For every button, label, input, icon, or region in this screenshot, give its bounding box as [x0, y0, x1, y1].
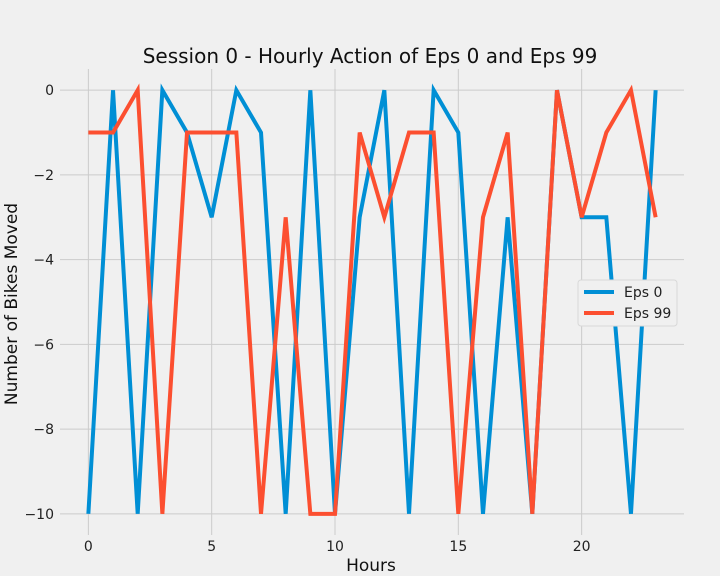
x-tick-label: 15 — [449, 539, 467, 555]
y-axis-title: Number of Bikes Moved — [2, 203, 22, 405]
y-tick-label: −6 — [33, 337, 54, 353]
chart-title: Session 0 - Hourly Action of Eps 0 and E… — [143, 44, 598, 68]
x-tick-label: 20 — [573, 539, 591, 555]
y-tick-label: −4 — [33, 253, 54, 269]
series-line-eps-99 — [88, 83, 658, 516]
y-tick-label: −8 — [33, 422, 54, 438]
legend-label-eps-0: Eps 0 — [624, 285, 662, 301]
x-tick-label: 0 — [84, 539, 93, 555]
x-axis-title: Hours — [346, 556, 396, 576]
x-tick-label: 5 — [207, 539, 216, 555]
tick-labels: 0 5 10 15 20 0 −2 −4 −6 −8 −10 — [24, 83, 590, 555]
series-group — [86, 83, 658, 516]
legend-label-eps-99: Eps 99 — [624, 306, 671, 322]
y-tick-label: −10 — [24, 507, 54, 523]
legend: Eps 0 Eps 99 — [577, 279, 678, 327]
y-tick-label: −2 — [33, 168, 54, 184]
x-tick-label: 10 — [326, 539, 344, 555]
y-tick-label: 0 — [45, 83, 54, 99]
